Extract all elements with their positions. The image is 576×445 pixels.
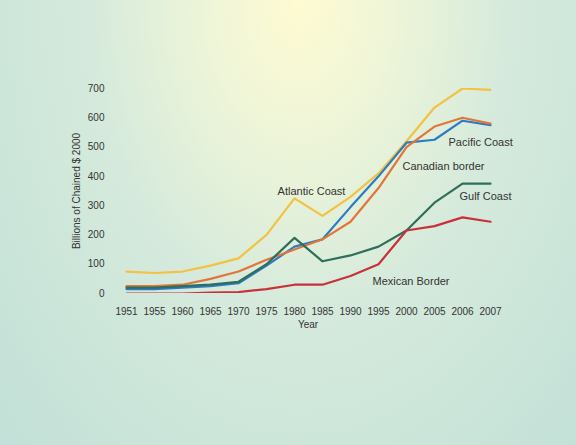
svg-text:300: 300 [88,200,105,211]
svg-text:Billions of Chained $ 2000: Billions of Chained $ 2000 [71,132,82,249]
svg-text:1955: 1955 [143,306,166,317]
svg-text:2000: 2000 [395,306,418,317]
svg-text:1990: 1990 [339,306,362,317]
svg-text:1980: 1980 [283,306,306,317]
svg-text:Year: Year [298,319,319,330]
svg-text:Canadian border: Canadian border [403,160,485,172]
svg-text:600: 600 [88,112,105,123]
svg-text:100: 100 [88,258,105,269]
svg-text:200: 200 [88,229,105,240]
svg-text:Pacific Coast: Pacific Coast [449,136,513,148]
svg-text:400: 400 [88,171,105,182]
svg-text:Atlantic Coast: Atlantic Coast [278,185,346,197]
svg-text:1985: 1985 [311,306,334,317]
svg-text:2005: 2005 [423,306,446,317]
svg-text:1995: 1995 [367,306,390,317]
svg-text:Gulf Coast: Gulf Coast [460,190,512,202]
svg-text:2006: 2006 [451,306,474,317]
svg-text:1960: 1960 [171,306,194,317]
svg-text:2007: 2007 [479,306,502,317]
svg-text:Mexican Border: Mexican Border [373,275,450,287]
svg-text:1951: 1951 [115,306,138,317]
svg-text:1970: 1970 [227,306,250,317]
svg-text:0: 0 [99,288,105,299]
svg-text:500: 500 [88,141,105,152]
svg-text:700: 700 [88,83,105,94]
svg-text:1975: 1975 [255,306,278,317]
svg-text:1965: 1965 [199,306,222,317]
